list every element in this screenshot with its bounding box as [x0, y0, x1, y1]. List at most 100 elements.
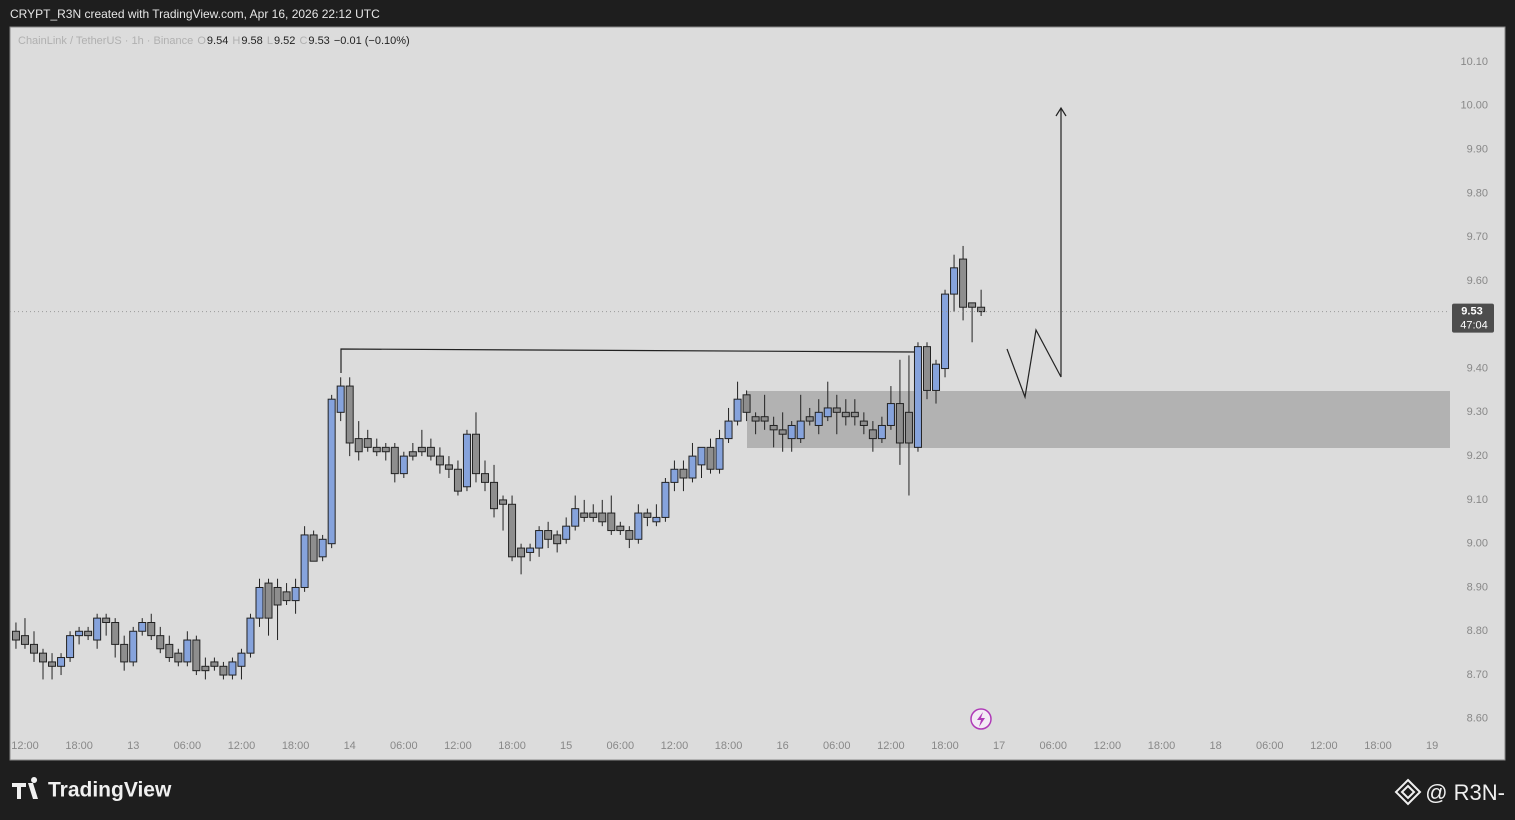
- candle-body: [408, 451, 417, 457]
- candle-body: [138, 622, 147, 632]
- candle-body: [264, 582, 273, 619]
- candle-body: [372, 446, 381, 453]
- candle-body: [174, 652, 183, 663]
- x-tick-label: 17: [993, 740, 1005, 752]
- candle-body: [652, 516, 661, 523]
- candle-body: [769, 424, 778, 431]
- candle-body: [75, 630, 84, 637]
- candle-body: [354, 438, 363, 453]
- change: −0.01 (−0.10%): [333, 35, 410, 47]
- candle-body: [48, 661, 57, 667]
- candle-body: [661, 481, 670, 518]
- x-tick-label: 15: [560, 740, 572, 752]
- x-tick-label: 12:00: [877, 740, 905, 752]
- candle-body: [886, 403, 895, 426]
- y-tick-label: 9.20: [1467, 450, 1488, 462]
- candle-body: [553, 534, 562, 545]
- x-tick-label: 12:00: [661, 740, 689, 752]
- candle-body: [832, 407, 841, 413]
- candle-body: [471, 433, 480, 475]
- candle-body: [11, 630, 20, 641]
- candle-body: [796, 420, 805, 440]
- candle-body: [868, 429, 877, 440]
- candle-body: [210, 661, 219, 667]
- candle-body: [715, 438, 724, 470]
- candle-body: [607, 512, 616, 532]
- ohlc-letter: L: [266, 35, 273, 47]
- candle-body: [616, 525, 625, 532]
- candle-body: [399, 455, 408, 475]
- candle-body: [39, 652, 48, 663]
- x-tick-label: 12:00: [444, 740, 472, 752]
- candle-body: [363, 438, 372, 448]
- x-tick-label: 12:00: [11, 740, 39, 752]
- candle-body: [859, 420, 868, 426]
- candle-body: [895, 403, 904, 444]
- x-tick-label: 06:00: [174, 740, 202, 752]
- candle-body: [237, 652, 246, 667]
- y-tick-label: 8.70: [1467, 669, 1488, 681]
- ohlc-letter: O: [197, 35, 206, 47]
- candle-body: [246, 617, 255, 654]
- candle-body: [751, 416, 760, 422]
- candle-body: [697, 446, 706, 466]
- x-tick-label: 18: [1210, 740, 1222, 752]
- candle-body: [805, 416, 814, 422]
- candle-body: [634, 512, 643, 540]
- candle-body: [499, 499, 508, 505]
- x-tick-label: 18:00: [931, 740, 959, 752]
- y-tick-label: 9.90: [1467, 144, 1488, 156]
- candle-body: [165, 643, 174, 659]
- candle-body: [679, 468, 688, 479]
- zone: [747, 391, 1450, 448]
- candle-body: [625, 530, 634, 540]
- x-tick-label: 18:00: [1148, 740, 1176, 752]
- candle-body: [932, 363, 941, 391]
- candle-body: [688, 455, 697, 479]
- candle-body: [336, 385, 345, 413]
- candle-body: [93, 617, 102, 641]
- candle-body: [120, 643, 129, 663]
- symbol: ChainLink / TetherUS · 1h · Binance: [18, 35, 194, 47]
- candle-body: [959, 258, 968, 308]
- candle-body: [327, 398, 336, 545]
- candle-body: [904, 411, 913, 444]
- x-tick-label: 14: [344, 740, 356, 752]
- x-tick-label: 18:00: [498, 740, 526, 752]
- candle-body: [742, 394, 751, 413]
- y-tick-label: 9.70: [1467, 231, 1488, 243]
- candle-body: [102, 617, 111, 624]
- candle-body: [282, 591, 291, 602]
- candle-body: [562, 525, 571, 540]
- candle-body: [941, 293, 950, 370]
- candles: [11, 245, 986, 680]
- y-tick-label: 9.60: [1467, 275, 1488, 287]
- y-tick-label: 9.30: [1467, 406, 1488, 418]
- candle-body: [706, 446, 715, 470]
- candle-body: [643, 512, 652, 518]
- candle-body: [291, 586, 300, 602]
- candle-body: [913, 346, 922, 448]
- x-tick-label: 18:00: [1364, 740, 1392, 752]
- candle-body: [156, 635, 165, 650]
- candle-body: [309, 534, 318, 562]
- candle-body: [823, 407, 832, 418]
- y-tick-label: 9.10: [1467, 494, 1488, 506]
- candle-body: [426, 446, 435, 457]
- x-tick-label: 06:00: [390, 740, 418, 752]
- candle-body: [390, 446, 399, 475]
- candle-body: [29, 643, 38, 654]
- y-tick-label: 8.60: [1467, 713, 1488, 725]
- x-tick-label: 06:00: [1040, 740, 1068, 752]
- x-tick-label: 16: [777, 740, 789, 752]
- candle-body: [544, 530, 553, 540]
- x-tick-label: 12:00: [1094, 740, 1122, 752]
- candle-body: [733, 398, 742, 422]
- x-tick-label: 19: [1426, 740, 1438, 752]
- candle-body: [435, 455, 444, 466]
- candle-body: [535, 530, 544, 549]
- ohlc-value: 9.58: [241, 35, 263, 47]
- price-label: 9.53: [1461, 306, 1482, 318]
- candle-body: [814, 411, 823, 426]
